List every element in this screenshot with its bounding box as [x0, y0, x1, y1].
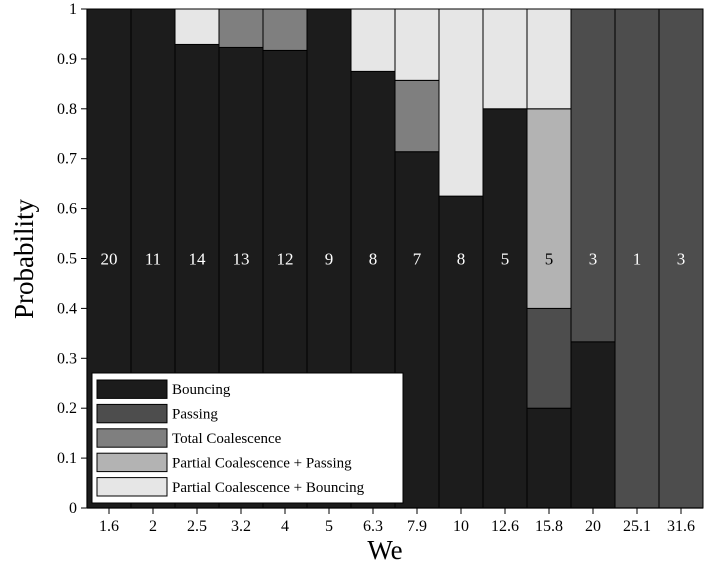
x-tick-label: 31.6: [667, 518, 695, 535]
bar-segment-15.8-series-1: [526, 407, 572, 509]
count-label: 14: [189, 250, 207, 269]
legend-swatch: [96, 379, 168, 399]
x-tick-label: 7.9: [407, 518, 427, 535]
bar-segment-20-series-2: [570, 8, 616, 343]
bar-segment-15.8-series-2: [526, 307, 572, 409]
bar-segment-31.6-series-2: [658, 8, 704, 509]
bar-segment-10-series-5: [438, 8, 484, 197]
x-tick-label: 2.5: [187, 518, 207, 535]
x-axis-title: We: [367, 535, 402, 565]
x-tick-label: 1.6: [99, 518, 119, 535]
y-tick-label: 1: [69, 1, 77, 18]
legend-label: Bouncing: [172, 382, 231, 398]
y-tick-label: 0.6: [57, 201, 77, 218]
legend: Bouncing Passing Total Coalescence Partial …: [91, 372, 404, 504]
y-tick-label: 0.7: [57, 151, 77, 168]
x-tick-label: 4: [281, 518, 289, 535]
legend-swatch: [96, 428, 168, 448]
count-label: 7: [413, 250, 422, 269]
count-label: 5: [501, 250, 510, 269]
x-tick-label: 20: [585, 518, 601, 535]
legend-label: Total Coalescence: [172, 431, 282, 447]
count-label: 3: [589, 250, 598, 269]
y-tick-label: 0: [69, 500, 77, 517]
count-label: 11: [145, 250, 161, 269]
bar-segment-2.5-series-5: [174, 8, 220, 45]
y-tick-label: 0.5: [57, 251, 77, 268]
x-tick-label: 5: [325, 518, 333, 535]
x-tick-label: 3.2: [231, 518, 251, 535]
y-tick-label: 0.8: [57, 101, 77, 118]
count-label: 8: [369, 250, 378, 269]
bar-segment-12.6-series-5: [482, 8, 528, 110]
count-label: 13: [233, 250, 250, 269]
bar-segment-12.6-series-1: [482, 108, 528, 509]
count-label: 9: [325, 250, 334, 269]
x-tick-label: 10: [453, 518, 469, 535]
bar-segment-15.8-series-5: [526, 8, 572, 110]
legend-swatch: [96, 403, 168, 424]
legend-swatch: [96, 452, 168, 473]
bar-segment-7.9-series-3: [394, 79, 440, 153]
x-tick-label: 15.8: [535, 518, 563, 535]
y-tick-label: 0.9: [57, 51, 77, 68]
count-label: 12: [277, 250, 294, 269]
y-tick-label: 0.1: [57, 450, 77, 467]
axes-group: 0 0.1 0.2 0.3 0.4 0.5 0.6 0.7 0.8 0.9 1 1.6 2 2.5 3.2 4…: [57, 1, 703, 535]
legend-label: Partial Coalescence + Passing: [172, 455, 352, 471]
bar-segment-3.2-series-3: [218, 8, 264, 48]
count-label: 5: [545, 250, 554, 269]
bar-segment-4-series-3: [262, 8, 308, 51]
y-axis-title: Probability: [9, 199, 39, 319]
bar-segment-6.3-series-5: [350, 8, 396, 72]
count-label: 1: [633, 250, 642, 269]
bar-segment-15.8-series-4: [526, 108, 572, 309]
legend-label: Partial Coalescence + Bouncing: [172, 480, 365, 496]
bar-segment-25.1-series-2: [614, 8, 660, 509]
count-label: 8: [457, 250, 466, 269]
x-tick-label: 6.3: [363, 518, 383, 535]
legend-swatch: [96, 477, 168, 497]
x-tick-label: 2: [149, 518, 157, 535]
bar-segment-20-series-1: [570, 341, 616, 509]
y-tick-label: 0.2: [57, 400, 77, 417]
bar-segment-7.9-series-5: [394, 8, 440, 81]
bar-segment-10-series-1: [438, 195, 484, 509]
x-tick-label: 12.6: [491, 518, 519, 535]
legend-label: Passing: [172, 407, 218, 423]
count-label: 20: [101, 250, 118, 269]
count-labels-group: 20 11 14 13 12 9 8 7 8 5 5 3 1 3: [101, 250, 686, 269]
x-tick-label: 25.1: [623, 518, 651, 535]
y-tick-label: 0.4: [57, 300, 77, 317]
y-tick-label: 0.3: [57, 350, 77, 367]
count-label: 3: [677, 250, 686, 269]
